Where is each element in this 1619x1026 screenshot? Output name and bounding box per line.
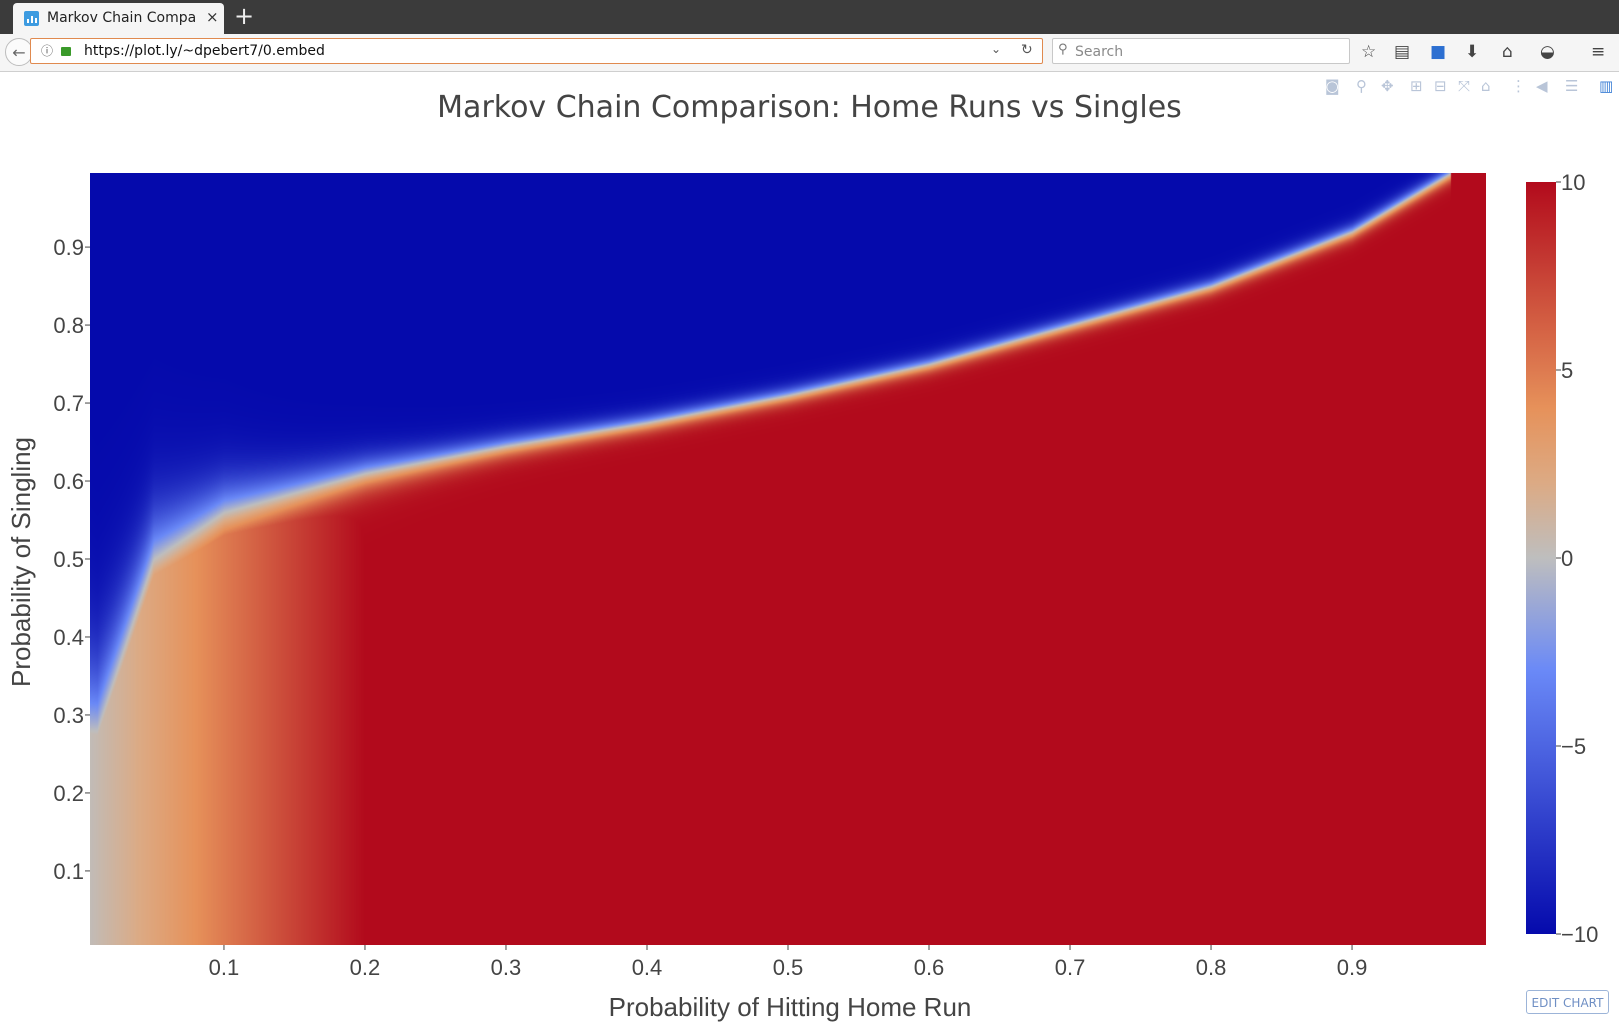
back-arrow-icon[interactable]: ←: [5, 38, 33, 66]
heatmap-chart[interactable]: 0.1 0.2 0.3 0.4 0.5 0.6 0.7 0.8 0.9 0.1 0.2 0.3 0.4…: [0, 72, 1619, 1026]
tab-close-icon[interactable]: ×: [206, 8, 219, 26]
browser-tab-bar: Markov Chain Comparison: Home Runs vs Si…: [0, 0, 1619, 34]
y-tick-label: 0.8: [53, 313, 84, 338]
y-tick-label: 0.5: [53, 547, 84, 572]
colorbar-tick-label: 10: [1561, 170, 1585, 195]
spike-lines-icon[interactable]: ⋮: [1511, 77, 1526, 95]
y-tick-label: 0.1: [53, 859, 84, 884]
star-icon[interactable]: ☆: [1361, 42, 1377, 62]
reload-icon[interactable]: ↻: [1021, 42, 1033, 58]
menu-icon[interactable]: ≡: [1591, 42, 1606, 62]
lock-icon: [61, 47, 71, 56]
x-tick-label: 0.3: [491, 955, 522, 980]
search-icon: ⚲: [1058, 42, 1068, 57]
zoom-icon[interactable]: ⚲: [1356, 77, 1367, 95]
zoom-in-icon[interactable]: ⊞: [1410, 77, 1423, 95]
colorbar: [1526, 182, 1556, 934]
pocket-icon[interactable]: ■: [1430, 42, 1447, 62]
home-icon[interactable]: ⌂: [1502, 42, 1513, 62]
x-tick-label: 0.6: [914, 955, 945, 980]
x-tick-label: 0.5: [773, 955, 804, 980]
y-tick-label: 0.7: [53, 391, 84, 416]
colorbar-tick-label: −5: [1561, 734, 1586, 759]
tab-title: Markov Chain Comparison: Home Runs vs Si…: [47, 10, 197, 26]
plotly-favicon-icon: [24, 11, 39, 26]
x-tick-label: 0.8: [1196, 955, 1227, 980]
reset-axes-icon[interactable]: ⌂: [1481, 77, 1491, 95]
info-icon[interactable]: ⓘ: [41, 44, 54, 58]
x-tick-label: 0.2: [350, 955, 381, 980]
x-axis-label: Probability of Hitting Home Run: [609, 992, 972, 1022]
browser-tab[interactable]: Markov Chain Comparison: Home Runs vs Si…: [13, 3, 224, 34]
url-bar[interactable]: ⓘ https://plot.ly/~dpebert7/0.embed ⌄ ↻: [30, 38, 1043, 64]
y-tick-label: 0.4: [53, 625, 84, 650]
y-tick-label: 0.2: [53, 781, 84, 806]
zoom-out-icon[interactable]: ⊟: [1434, 77, 1447, 95]
chevron-down-icon[interactable]: ⌄: [991, 42, 1002, 56]
plot-modebar: ◙ ⚲ ✥ ⊞ ⊟ ⤧ ⌂ ⋮ ◀ ☰ ▥: [1321, 77, 1614, 97]
reading-list-icon[interactable]: ▤: [1394, 42, 1411, 62]
search-input[interactable]: ⚲ Search: [1052, 38, 1350, 64]
y-tick-label: 0.9: [53, 235, 84, 260]
colorbar-tick-label: −10: [1561, 922, 1598, 947]
new-tab-icon[interactable]: +: [234, 2, 255, 30]
camera-icon[interactable]: ◙: [1325, 77, 1340, 95]
navigation-bar: ← ⓘ https://plot.ly/~dpebert7/0.embed ⌄ …: [0, 34, 1619, 72]
colorbar-tick-label: 5: [1561, 358, 1573, 383]
hover-closest-icon[interactable]: ◀: [1536, 77, 1548, 95]
pan-icon[interactable]: ✥: [1381, 77, 1394, 95]
download-icon[interactable]: ⬇: [1465, 42, 1480, 62]
x-tick-label: 0.4: [632, 955, 663, 980]
y-axis-label: Probability of Singling: [6, 437, 36, 687]
y-tick-label: 0.3: [53, 703, 84, 728]
search-placeholder: Search: [1075, 44, 1124, 60]
x-tick-label: 0.7: [1055, 955, 1086, 980]
x-tick-label: 0.1: [209, 955, 240, 980]
shield-icon[interactable]: ◒: [1540, 42, 1555, 62]
hover-compare-icon[interactable]: ☰: [1565, 77, 1579, 95]
y-tick-label: 0.6: [53, 469, 84, 494]
url-text[interactable]: https://plot.ly/~dpebert7/0.embed: [84, 43, 325, 59]
heatmap-surface[interactable]: [90, 173, 1486, 945]
x-tick-label: 0.9: [1337, 955, 1368, 980]
edit-chart-button[interactable]: EDIT CHART: [1526, 990, 1609, 1014]
plotly-logo-icon[interactable]: ▥: [1599, 77, 1614, 95]
colorbar-tick-label: 0: [1561, 546, 1573, 571]
autoscale-icon[interactable]: ⤧: [1458, 77, 1471, 95]
chart-title: Markov Chain Comparison: Home Runs vs Si…: [437, 90, 1182, 125]
